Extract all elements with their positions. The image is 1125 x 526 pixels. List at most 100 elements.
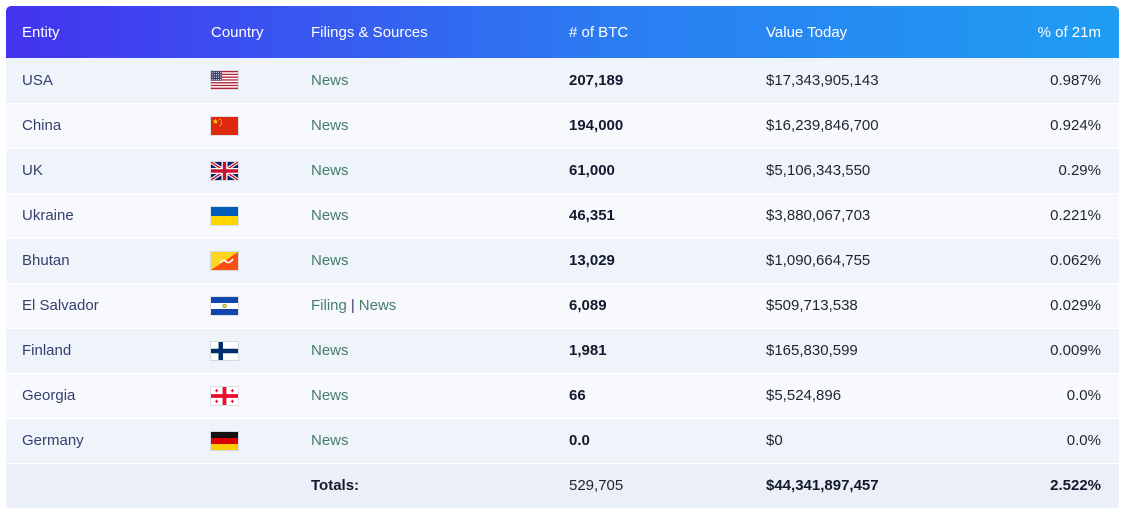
countries-table: Entity Country Filings & Sources # of BT… [6,6,1119,509]
header-filings-sources: Filings & Sources [311,23,428,41]
entity-cell: El Salvador [22,297,99,314]
table-row: Finland News 1,981 $165,830,599 0.009% [6,328,1119,373]
btc-amount-cell: 194,000 [569,117,624,134]
entity-cell: Finland [22,342,72,359]
sources-cell: News [301,328,559,373]
value-today-cell: $16,239,846,700 [766,117,879,134]
country-cell [201,193,301,238]
totals-row: Totals: 529,705 $44,341,897,457 2.522% [6,463,1119,508]
bitcoin-treasuries-table: Entity Country Filings & Sources # of BT… [6,6,1119,509]
flag-de-icon [211,431,238,450]
news-link[interactable]: News [311,252,349,269]
pct-21m-cell: 0.987% [1050,71,1101,89]
btc-amount-cell: 61,000 [569,162,615,179]
country-cell [201,418,301,463]
btc-amount-cell: 1,981 [569,342,607,359]
value-today-cell: $509,713,538 [766,297,858,314]
news-link[interactable]: News [311,71,349,89]
pct-21m-cell: 0.0% [1066,432,1101,449]
value-today-cell: $1,090,664,755 [766,252,871,269]
news-link[interactable]: News [311,432,349,449]
pct-21m-cell: 0.221% [1050,207,1101,224]
header-pct-21m: % of 21m [1037,23,1101,41]
entity-cell: Germany [22,432,84,449]
totals-pct: 2.522% [1050,477,1101,494]
totals-empty-entity [6,463,201,508]
news-link[interactable]: News [311,207,349,224]
table-row: El Salvador Filing | News 6,089 $509,713,538 0… [6,283,1119,328]
country-cell [201,283,301,328]
entity-cell: Georgia [22,387,76,404]
flag-sv-icon [211,296,238,315]
news-link[interactable]: News [358,297,397,314]
value-today-cell: $0 [766,432,783,449]
value-today-cell: $17,343,905,143 [766,71,879,89]
totals-value: $44,341,897,457 [766,477,879,494]
pct-21m-cell: 0.924% [1050,117,1101,134]
header-btc: # of BTC [569,23,629,41]
sources-cell: Filing | News [301,283,559,328]
news-link[interactable]: News [311,342,349,359]
pct-21m-cell: 0.062% [1050,252,1101,269]
flag-bt-icon [211,251,238,270]
header-entity: Entity [22,23,60,41]
country-cell [201,238,301,283]
value-today-cell: $5,524,896 [766,387,842,404]
sources-cell: News [301,238,559,283]
entity-cell: China [22,117,62,134]
flag-us-icon [211,71,238,90]
sources-cell: News [301,193,559,238]
value-today-cell: $165,830,599 [766,342,858,359]
btc-amount-cell: 13,029 [569,252,615,269]
news-link[interactable]: News [311,162,349,179]
flag-ua-icon [211,206,238,225]
value-today-cell: $5,106,343,550 [766,162,871,179]
flag-ge-icon [211,386,238,405]
table-body: USA News 207,189 $17,343,905,143 0.987% China… [6,58,1119,463]
entity-cell: Ukraine [22,207,74,224]
table-row: Ukraine News 46,351 $3,880,067,703 0.221% [6,193,1119,238]
pct-21m-cell: 0.29% [1058,162,1101,179]
sources-cell: News [301,58,559,103]
flag-gb-icon [211,161,238,180]
totals-label: Totals: [311,477,360,494]
btc-amount-cell: 207,189 [569,71,624,89]
sources-cell: News [301,418,559,463]
country-cell [201,103,301,148]
table-row: USA News 207,189 $17,343,905,143 0.987% [6,58,1119,103]
news-link[interactable]: News [311,117,349,134]
table-row: Georgia News 66 $5,524,896 0.0% [6,373,1119,418]
btc-amount-cell: 66 [569,387,586,404]
entity-cell: Bhutan [22,252,70,269]
table-row: UK News 61,000 $5,106,343,550 0.29% [6,148,1119,193]
btc-amount-cell: 46,351 [569,207,615,224]
filing-link[interactable]: Filing [311,297,347,314]
btc-amount-cell: 0.0 [569,432,590,449]
totals-empty-country [201,463,301,508]
entity-cell: USA [22,71,53,89]
table-row: China News 194,000 $16,239,846,700 0.924% [6,103,1119,148]
btc-amount-cell: 6,089 [569,297,607,314]
flag-cn-icon [211,116,238,135]
header-country: Country [211,23,264,41]
flag-fi-icon [211,341,238,360]
header-value-today: Value Today [766,23,848,41]
news-link[interactable]: News [311,387,349,404]
pct-21m-cell: 0.0% [1066,387,1101,404]
country-cell [201,148,301,193]
entity-cell: UK [22,162,43,179]
table-row: Germany News 0.0 $0 0.0% [6,418,1119,463]
table-header-row: Entity Country Filings & Sources # of BT… [6,6,1119,58]
sources-cell: News [301,148,559,193]
source-separator: | [350,297,355,314]
country-cell [201,58,301,103]
sources-cell: News [301,103,559,148]
sources-cell: News [301,373,559,418]
value-today-cell: $3,880,067,703 [766,207,871,224]
totals-btc: 529,705 [569,477,624,494]
pct-21m-cell: 0.009% [1050,342,1101,359]
country-cell [201,328,301,373]
pct-21m-cell: 0.029% [1050,297,1101,314]
table-row: Bhutan News 13,029 $1,090,664,755 0.062% [6,238,1119,283]
country-cell [201,373,301,418]
